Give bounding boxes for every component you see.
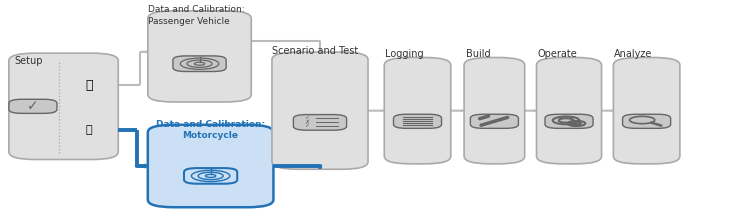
Text: ✓: ✓ bbox=[304, 115, 310, 121]
FancyBboxPatch shape bbox=[545, 114, 593, 128]
Text: Analyze: Analyze bbox=[614, 49, 653, 59]
Text: Build: Build bbox=[466, 49, 490, 59]
FancyBboxPatch shape bbox=[173, 56, 226, 72]
FancyBboxPatch shape bbox=[613, 58, 680, 164]
Text: ✓: ✓ bbox=[27, 99, 38, 113]
FancyBboxPatch shape bbox=[9, 99, 57, 113]
FancyBboxPatch shape bbox=[184, 168, 237, 184]
Text: ✓: ✓ bbox=[304, 123, 310, 128]
FancyBboxPatch shape bbox=[464, 58, 525, 164]
Text: 🏍: 🏍 bbox=[86, 125, 92, 135]
FancyBboxPatch shape bbox=[622, 114, 671, 128]
FancyBboxPatch shape bbox=[148, 125, 273, 207]
FancyBboxPatch shape bbox=[9, 53, 118, 159]
Text: 🚗: 🚗 bbox=[85, 79, 92, 92]
Text: ✗: ✗ bbox=[304, 119, 310, 125]
FancyBboxPatch shape bbox=[148, 11, 251, 102]
FancyBboxPatch shape bbox=[272, 52, 368, 169]
FancyBboxPatch shape bbox=[393, 114, 442, 128]
Text: Scenario and Test: Scenario and Test bbox=[272, 46, 358, 56]
Text: Data and Calibration:
Passenger Vehicle: Data and Calibration: Passenger Vehicle bbox=[148, 5, 245, 26]
FancyBboxPatch shape bbox=[293, 115, 347, 130]
FancyBboxPatch shape bbox=[384, 58, 451, 164]
Text: Logging: Logging bbox=[385, 49, 423, 59]
Text: Setup: Setup bbox=[15, 56, 44, 66]
FancyBboxPatch shape bbox=[537, 58, 602, 164]
Text: Data and Calibration:
Motorcycle: Data and Calibration: Motorcycle bbox=[156, 120, 265, 140]
FancyBboxPatch shape bbox=[471, 114, 518, 128]
Text: Operate: Operate bbox=[537, 49, 577, 59]
